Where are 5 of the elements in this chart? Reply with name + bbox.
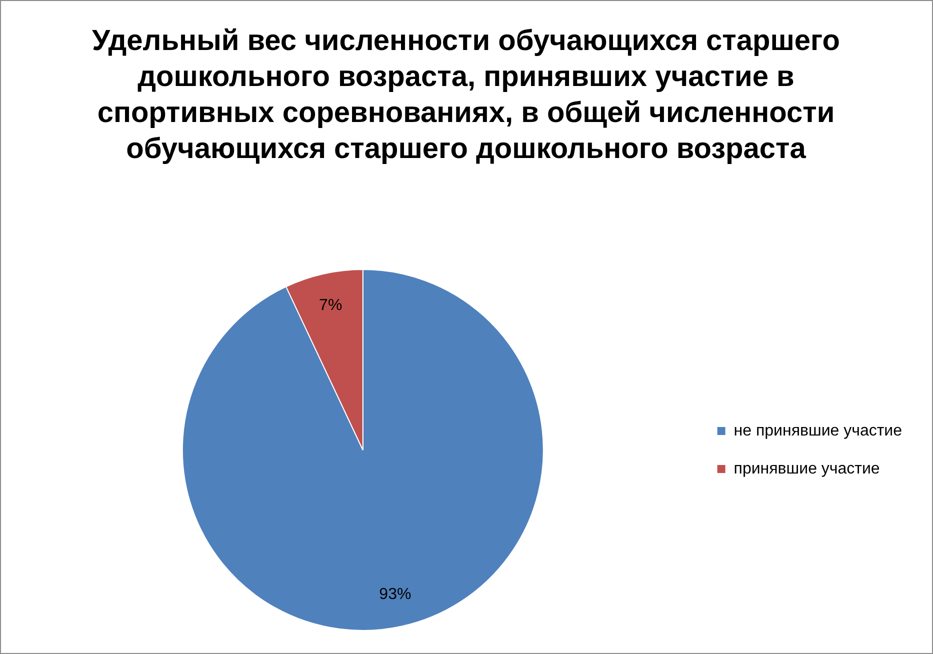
legend-label: не принявшие участие (734, 422, 902, 440)
data-label: 93% (379, 586, 412, 603)
data-label: 7% (319, 296, 342, 314)
legend-label: принявшие участие (734, 460, 880, 478)
chart-title: Удельный вес численности обучающихся старшего дошкольного возраста, принявших участие в спортивных соревнованиях, в общей численности обучающихся старшего дошкольного возраста (91, 24, 841, 167)
